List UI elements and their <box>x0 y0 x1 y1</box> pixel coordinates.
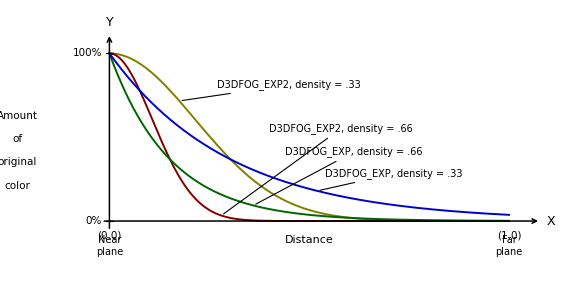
Text: D3DFOG_EXP2, density = .66: D3DFOG_EXP2, density = .66 <box>224 123 413 214</box>
Text: D3DFOG_EXP, density = .66: D3DFOG_EXP, density = .66 <box>256 146 423 204</box>
Text: (0.0): (0.0) <box>97 231 121 241</box>
Text: Y: Y <box>106 16 113 29</box>
Text: color: color <box>5 181 30 191</box>
Text: Near
plane: Near plane <box>96 235 123 257</box>
Text: (1.0): (1.0) <box>497 231 522 241</box>
Text: X: X <box>547 215 555 228</box>
Text: 0%: 0% <box>86 216 102 226</box>
Text: D3DFOG_EXP, density = .33: D3DFOG_EXP, density = .33 <box>320 168 463 190</box>
Text: Distance: Distance <box>285 235 333 245</box>
Text: Amount: Amount <box>0 111 38 121</box>
Text: of: of <box>12 134 23 144</box>
Text: Far
plane: Far plane <box>495 235 523 257</box>
Text: D3DFOG_EXP2, density = .33: D3DFOG_EXP2, density = .33 <box>182 79 361 101</box>
Text: original: original <box>0 157 37 167</box>
Text: 100%: 100% <box>73 48 102 58</box>
